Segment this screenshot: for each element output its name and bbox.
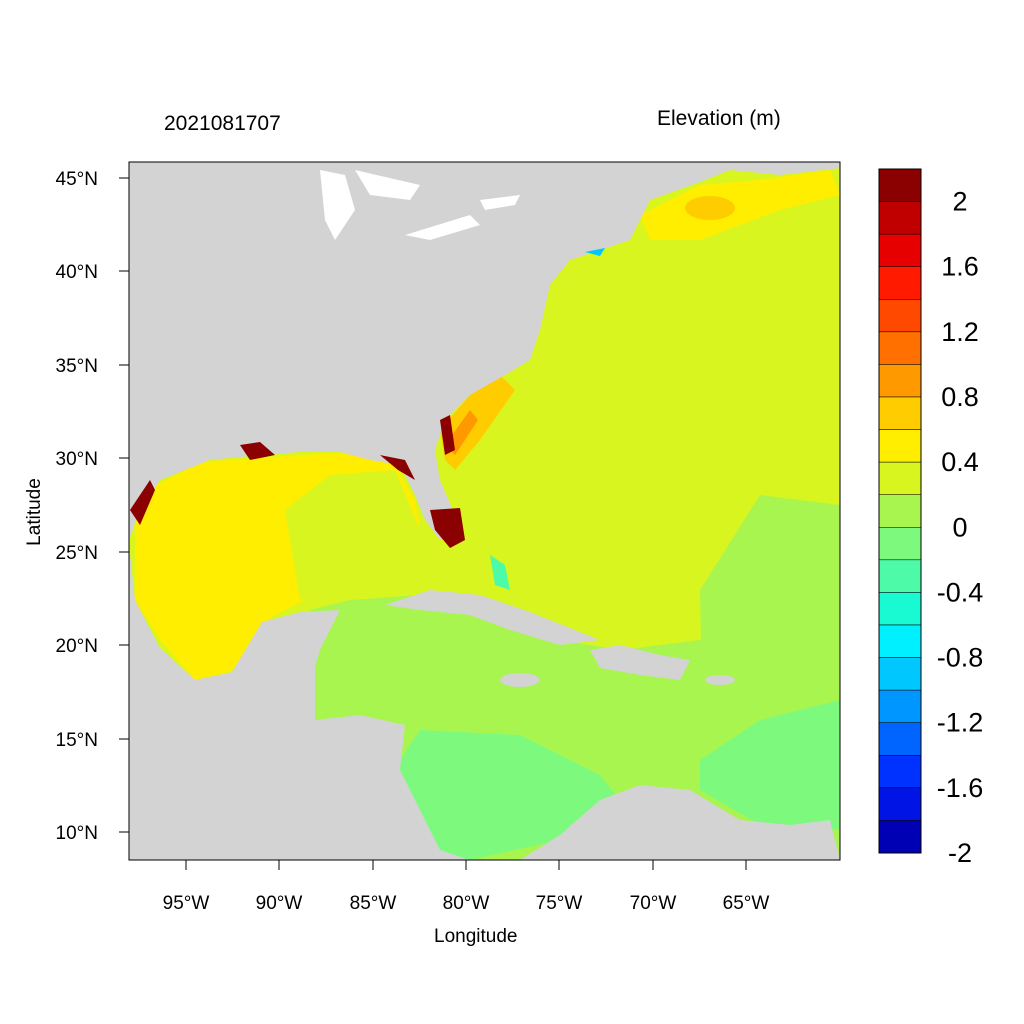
- colorbar-swatch: [878, 331, 922, 365]
- yucatan: [265, 610, 340, 700]
- ne-florida-surge: [440, 415, 455, 455]
- y-tick-label: 15°N: [56, 730, 98, 751]
- lake-michigan: [320, 170, 355, 240]
- x-tick-label: 80°W: [443, 893, 490, 914]
- colorbar-swatch: [878, 494, 922, 528]
- x-tick-label: 85°W: [350, 893, 397, 914]
- variable-title: Elevation (m): [657, 107, 781, 130]
- colorbar-label: 0.4: [941, 447, 979, 477]
- colorbar-label: 1.6: [941, 252, 979, 282]
- y-tick-label: 45°N: [56, 169, 98, 190]
- y-tick-label: 35°N: [56, 356, 98, 377]
- colorbar-swatch: [878, 396, 922, 430]
- louisiana-surge: [240, 442, 275, 460]
- colorbar-label: -1.2: [937, 708, 984, 738]
- colorbar-swatch: [878, 559, 922, 593]
- x-tick-label: 95°W: [163, 893, 210, 914]
- y-tick-label: 20°N: [56, 636, 98, 657]
- hispaniola: [590, 645, 690, 680]
- long-island-low: [585, 248, 605, 256]
- south-florida-surge: [430, 508, 465, 548]
- jamaica: [500, 673, 540, 687]
- sw-caribbean-zero: [400, 730, 620, 860]
- plot-frame: [128, 161, 841, 861]
- colorbar-label: -0.8: [937, 643, 984, 673]
- colorbar-swatch: [878, 168, 922, 202]
- gulf-of-maine: [640, 170, 840, 240]
- x-tick-label: 65°W: [723, 893, 770, 914]
- colorbar-label: -1.6: [937, 773, 984, 803]
- maine-high-spot: [685, 196, 735, 220]
- colorbar-swatch: [878, 299, 922, 333]
- colorbar-label: 1.2: [941, 317, 979, 347]
- colorbar-label: 0: [952, 512, 967, 542]
- florida-bend-surge: [380, 455, 415, 480]
- x-tick-label: 75°W: [536, 893, 583, 914]
- colorbar-swatch: [878, 201, 922, 235]
- colorbar-swatch: [878, 266, 922, 300]
- lake-huron: [355, 170, 420, 200]
- colorbar-swatch: [878, 364, 922, 398]
- texas-surge: [130, 480, 155, 525]
- bahamas-low: [490, 555, 510, 590]
- north-america-land: [129, 162, 840, 540]
- colorbar-swatch: [878, 689, 922, 723]
- y-tick-label: 25°N: [56, 543, 98, 564]
- colorbar-swatch: [878, 820, 922, 854]
- colorbar-swatch: [878, 429, 922, 463]
- y-axis: 45°N 40°N 35°N 30°N 25°N 20°N 15°N 10°N: [56, 169, 129, 844]
- colorbar-swatch: [878, 527, 922, 561]
- colorbar-label: 2: [952, 187, 967, 217]
- y-tick-label: 30°N: [56, 449, 98, 470]
- se-caribbean-zero: [700, 700, 840, 830]
- colorbar-swatch: [878, 624, 922, 658]
- puerto-rico: [705, 675, 735, 685]
- y-tick-label: 10°N: [56, 823, 98, 844]
- lake-erie: [405, 215, 480, 240]
- colorbar-swatch: [878, 755, 922, 789]
- colorbar-swatch: [878, 722, 922, 756]
- mexico-central-america: [129, 545, 470, 860]
- x-axis-label: Longitude: [434, 926, 518, 947]
- colorbar-swatch: [878, 592, 922, 626]
- cuba: [385, 590, 600, 645]
- y-axis-label: Latitude: [24, 478, 45, 546]
- colorbar-label: -2: [948, 838, 972, 868]
- y-tick-label: 40°N: [56, 262, 98, 283]
- colorbar-swatch: [878, 461, 922, 495]
- x-axis: 95°W 90°W 85°W 80°W 75°W 70°W 65°W: [163, 860, 770, 914]
- south-america: [520, 785, 840, 860]
- colorbar-swatch: [878, 787, 922, 821]
- lake-ontario: [480, 195, 520, 210]
- map-layers: [129, 162, 840, 860]
- colorbar-frame: [878, 168, 922, 854]
- date-title: 2021081707: [164, 112, 281, 135]
- colorbar-swatch: [878, 657, 922, 691]
- x-tick-label: 70°W: [630, 893, 677, 914]
- colorbar: 2 1.6 1.2 0.8 0.4 0 -0.4 -0.8 -1.2 -1.6 -2: [878, 168, 984, 868]
- colorbar-label: -0.4: [937, 577, 984, 607]
- colorbar-swatch: [878, 233, 922, 267]
- gulf-east: [285, 470, 420, 600]
- colorbar-label: 0.8: [941, 382, 979, 412]
- x-tick-label: 90°W: [256, 893, 303, 914]
